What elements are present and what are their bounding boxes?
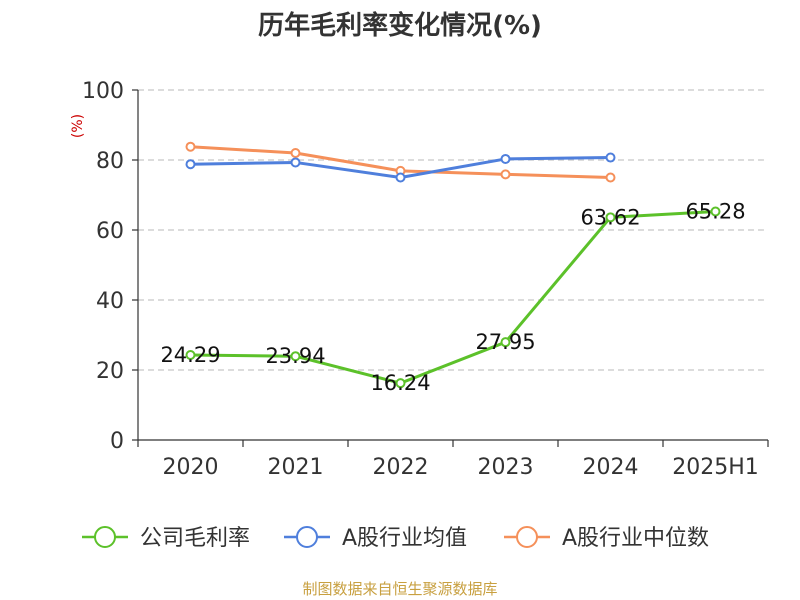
- y-tick-label: 20: [96, 359, 124, 384]
- data-point-0[interactable]: [290, 351, 301, 362]
- data-point-1[interactable]: [290, 157, 301, 168]
- legend-item-0[interactable]: 公司毛利率: [82, 526, 250, 551]
- x-tick-label: 2024: [583, 455, 639, 480]
- legend[interactable]: 公司毛利率 A股行业均值 A股行业中位数: [82, 526, 709, 551]
- series-line-0: [190, 210, 716, 385]
- x-tick-label: 2021: [268, 455, 324, 480]
- data-point-0[interactable]: [605, 212, 616, 223]
- legend-marker-icon: [94, 526, 116, 548]
- data-labels: 24.29 23.94 16.24 27.95 63.62 65.28: [160, 200, 745, 396]
- data-point-2[interactable]: [290, 148, 301, 158]
- data-point-0[interactable]: [185, 349, 196, 360]
- data-label: 27.95: [475, 330, 535, 354]
- legend-marker-icon: [296, 526, 318, 548]
- x-tick-label: 2025H1: [672, 455, 759, 480]
- chart-title: 历年毛利率变化情况(%): [258, 10, 542, 41]
- series-layer: [185, 141, 721, 389]
- data-point-1[interactable]: [395, 172, 406, 183]
- data-point-2[interactable]: [185, 141, 196, 152]
- grid-lines: [138, 89, 768, 371]
- data-point-1[interactable]: [185, 159, 196, 170]
- data-point-0[interactable]: [500, 337, 511, 348]
- legend-item-2[interactable]: A股行业中位数: [504, 526, 709, 551]
- y-axis-unit: (%): [70, 114, 86, 138]
- legend-label: A股行业中位数: [562, 526, 709, 551]
- legend-item-1[interactable]: A股行业均值: [284, 526, 467, 551]
- data-label: 24.29: [160, 343, 220, 367]
- legend-label: 公司毛利率: [140, 526, 250, 551]
- y-tick-label: 0: [110, 429, 124, 454]
- data-label: 16.24: [370, 371, 430, 395]
- y-tick-label: 80: [96, 149, 124, 174]
- source-note: 制图数据来自恒生聚源数据库: [302, 580, 497, 598]
- data-point-2[interactable]: [605, 172, 616, 183]
- legend-label: A股行业均值: [342, 526, 467, 551]
- x-tick-label: 2020: [163, 455, 219, 480]
- data-point-0[interactable]: [395, 378, 406, 389]
- data-point-1[interactable]: [500, 153, 511, 164]
- axes: 0 20 40 60 80 100 2020 2021 2022 2023 2024 2025H1: [82, 79, 769, 480]
- x-tick-label: 2023: [478, 455, 534, 480]
- data-point-1[interactable]: [605, 152, 616, 163]
- data-label: 65.28: [685, 200, 745, 224]
- x-tick-label: 2022: [373, 455, 429, 480]
- data-point-0[interactable]: [710, 206, 721, 217]
- y-tick-label: 40: [96, 289, 124, 314]
- y-tick-label: 100: [82, 79, 124, 104]
- data-point-2[interactable]: [500, 169, 511, 180]
- legend-marker-icon: [516, 526, 538, 548]
- data-label: 63.62: [580, 205, 640, 229]
- y-tick-label: 60: [96, 219, 124, 244]
- data-label: 23.94: [265, 344, 325, 368]
